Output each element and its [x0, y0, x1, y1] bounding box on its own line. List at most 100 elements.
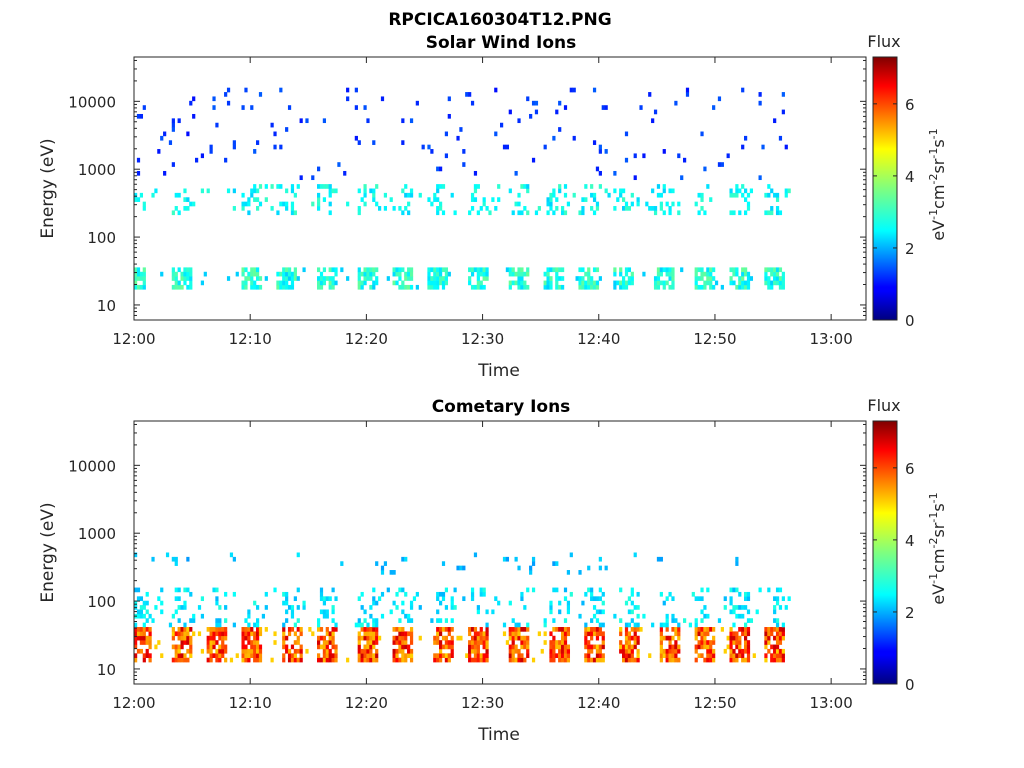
heatmap-cell — [549, 605, 553, 610]
heatmap-cell — [732, 609, 736, 615]
heatmap-cell — [732, 605, 736, 610]
heatmap-cell — [470, 596, 475, 602]
heatmap-cell — [587, 271, 591, 277]
heatmap-cell — [703, 613, 707, 619]
heatmap-cell — [523, 627, 527, 632]
heatmap-cell — [709, 627, 713, 632]
heatmap-cell — [508, 657, 512, 663]
heatmap-cell — [134, 276, 138, 281]
heatmap-cell — [273, 631, 277, 637]
heatmap-cell — [331, 653, 335, 658]
heatmap-cell — [741, 284, 745, 290]
heatmap-cell — [142, 635, 146, 641]
heatmap-cell — [630, 280, 634, 286]
heatmap-cell — [744, 605, 748, 610]
heatmap-cell — [508, 600, 512, 606]
heatmap-cell — [662, 648, 666, 654]
heatmap-cell — [186, 267, 190, 273]
heatmap-cell — [325, 644, 329, 650]
heatmap-cell — [174, 276, 178, 281]
heatmap-cell — [145, 609, 149, 615]
heatmap-cell — [563, 648, 568, 654]
heatmap-cell — [514, 644, 518, 650]
heatmap-cell — [218, 648, 222, 654]
heatmap-cell — [723, 605, 727, 610]
heatmap-cell — [334, 188, 338, 194]
heatmap-cell — [534, 100, 539, 106]
heatmap-cell — [232, 144, 236, 150]
heatmap-cell — [552, 640, 556, 645]
heatmap-cell — [290, 201, 295, 207]
heatmap-cell — [317, 618, 321, 623]
heatmap-cell — [276, 271, 280, 277]
heatmap-cell — [549, 644, 553, 650]
heatmap-cell — [322, 648, 327, 654]
heatmap-cell — [476, 631, 480, 637]
heatmap-cell — [700, 640, 704, 645]
heatmap-cell — [517, 631, 521, 637]
heatmap-cell — [700, 131, 704, 137]
heatmap-cell — [520, 276, 524, 281]
heatmap-cell — [331, 605, 335, 610]
heatmap-cell — [674, 627, 678, 632]
heatmap-cell — [584, 657, 588, 663]
heatmap-cell — [473, 267, 478, 273]
colorbar-label-unit: sr — [929, 522, 948, 537]
heatmap-cell — [407, 192, 411, 198]
heatmap-cell — [520, 596, 524, 602]
heatmap-cell — [520, 635, 524, 641]
heatmap-cell — [508, 188, 512, 194]
heatmap-cell — [633, 605, 637, 610]
heatmap-cell — [253, 653, 257, 658]
heatmap-cell — [273, 144, 277, 150]
heatmap-cell — [700, 627, 704, 632]
heatmap-cell — [627, 657, 632, 663]
heatmap-cell — [386, 587, 390, 593]
heatmap-cell — [177, 284, 181, 290]
heatmap-cell — [770, 653, 774, 658]
heatmap-cell — [517, 653, 521, 658]
heatmap-cell — [775, 271, 780, 277]
heatmap-cell — [357, 267, 361, 273]
heatmap-cell — [380, 591, 385, 597]
heatmap-cell — [279, 271, 283, 277]
heatmap-cell — [712, 267, 716, 273]
heatmap-cell — [703, 640, 707, 645]
heatmap-cell — [627, 609, 632, 615]
heatmap-cell — [404, 657, 408, 663]
heatmap-cell — [735, 613, 739, 619]
heatmap-cell — [709, 653, 713, 658]
heatmap-cell — [746, 627, 751, 632]
heatmap-cell — [409, 635, 414, 641]
heatmap-cell — [258, 644, 263, 650]
heatmap-cell — [584, 280, 588, 286]
heatmap-cell — [290, 609, 295, 615]
heatmap-cell — [601, 600, 605, 606]
heatmap-cell — [732, 640, 736, 645]
heatmap-cell — [319, 280, 324, 286]
heatmap-cell — [296, 657, 300, 663]
heatmap-cell — [322, 609, 327, 615]
heatmap-cell — [642, 271, 646, 277]
heatmap-cell — [398, 276, 402, 281]
heatmap-cell — [439, 166, 443, 172]
heatmap-cell — [331, 609, 335, 615]
heatmap-cell — [380, 96, 385, 102]
heatmap-cell — [177, 267, 181, 273]
heatmap-cell — [209, 144, 213, 150]
heatmap-cell — [473, 552, 478, 558]
heatmap-cell — [648, 653, 652, 658]
heatmap-cell — [694, 201, 698, 207]
heatmap-cell — [555, 561, 559, 566]
heatmap-cell — [552, 627, 556, 632]
heatmap-cell — [404, 192, 408, 198]
heatmap-cell — [773, 280, 777, 286]
heatmap-cell — [665, 635, 669, 641]
heatmap-cell — [668, 648, 672, 654]
heatmap-cell — [479, 587, 483, 593]
heatmap-cell — [433, 192, 437, 198]
heatmap-cell — [778, 267, 783, 273]
heatmap-cell — [439, 280, 443, 286]
heatmap-cell — [372, 627, 376, 632]
heatmap-cell — [433, 635, 437, 641]
